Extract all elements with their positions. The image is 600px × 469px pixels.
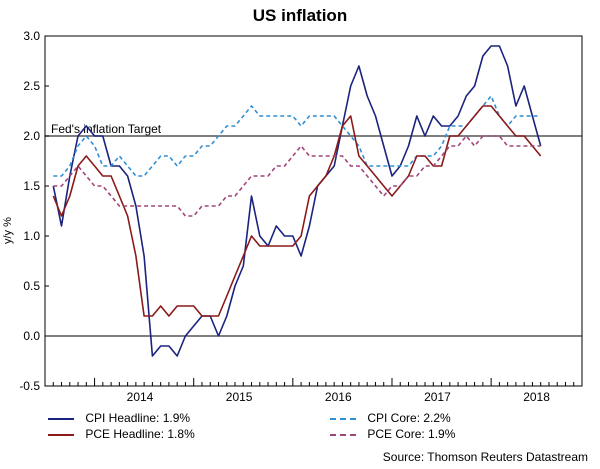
x-tick-label-2016: 2016	[325, 390, 352, 404]
legend-label-cpi-headline: CPI Headline: 1.9%	[85, 411, 191, 425]
fed-target-label: Fed's inflation Target	[51, 122, 162, 136]
legend-pce-headline: PCE Headline: 1.8%	[48, 427, 195, 441]
series-line-pce-headline	[52, 105, 542, 317]
legend-cpi-core: CPI Core: 2.2%	[330, 411, 451, 425]
series-line-cpi-headline	[52, 45, 542, 357]
series-line-pce-core	[53, 135, 541, 217]
y-tick-label-7: 3.0	[23, 29, 40, 43]
y-tick-label-0: -0.5	[19, 379, 40, 393]
x-tick-label-2015: 2015	[226, 390, 253, 404]
legend-cpi-headline: CPI Headline: 1.9%	[48, 411, 190, 425]
y-tick-label-3: 1.0	[23, 229, 40, 243]
y-tick-label-5: 2.0	[23, 129, 40, 143]
plot-frame	[44, 35, 583, 387]
legend-swatch-cpi-headline	[48, 417, 74, 420]
source-note: Source: Thomson Reuters Datastream	[382, 450, 588, 464]
x-tick-label-2014: 2014	[127, 390, 154, 404]
y-tick-label-1: 0.0	[23, 329, 40, 343]
legend-label-cpi-core: CPI Core: 2.2%	[367, 411, 451, 425]
legend-swatch-cpi-core	[330, 417, 356, 420]
legend-swatch-pce-core	[330, 433, 356, 436]
y-tick-label-6: 2.5	[23, 79, 40, 93]
legend-label-pce-core: PCE Core: 1.9%	[367, 427, 456, 441]
x-tick-label-2018: 2018	[523, 390, 550, 404]
chart-title: US inflation	[252, 6, 348, 25]
y-tick-label-4: 1.5	[23, 179, 40, 193]
legend-swatch-pce-headline	[48, 433, 74, 436]
x-tick-label-2017: 2017	[424, 390, 451, 404]
legend-label-pce-headline: PCE Headline: 1.8%	[85, 427, 195, 441]
legend-pce-core: PCE Core: 1.9%	[330, 427, 455, 441]
y-tick-label-2: 0.5	[23, 279, 40, 293]
series-line-cpi-core	[53, 95, 541, 177]
